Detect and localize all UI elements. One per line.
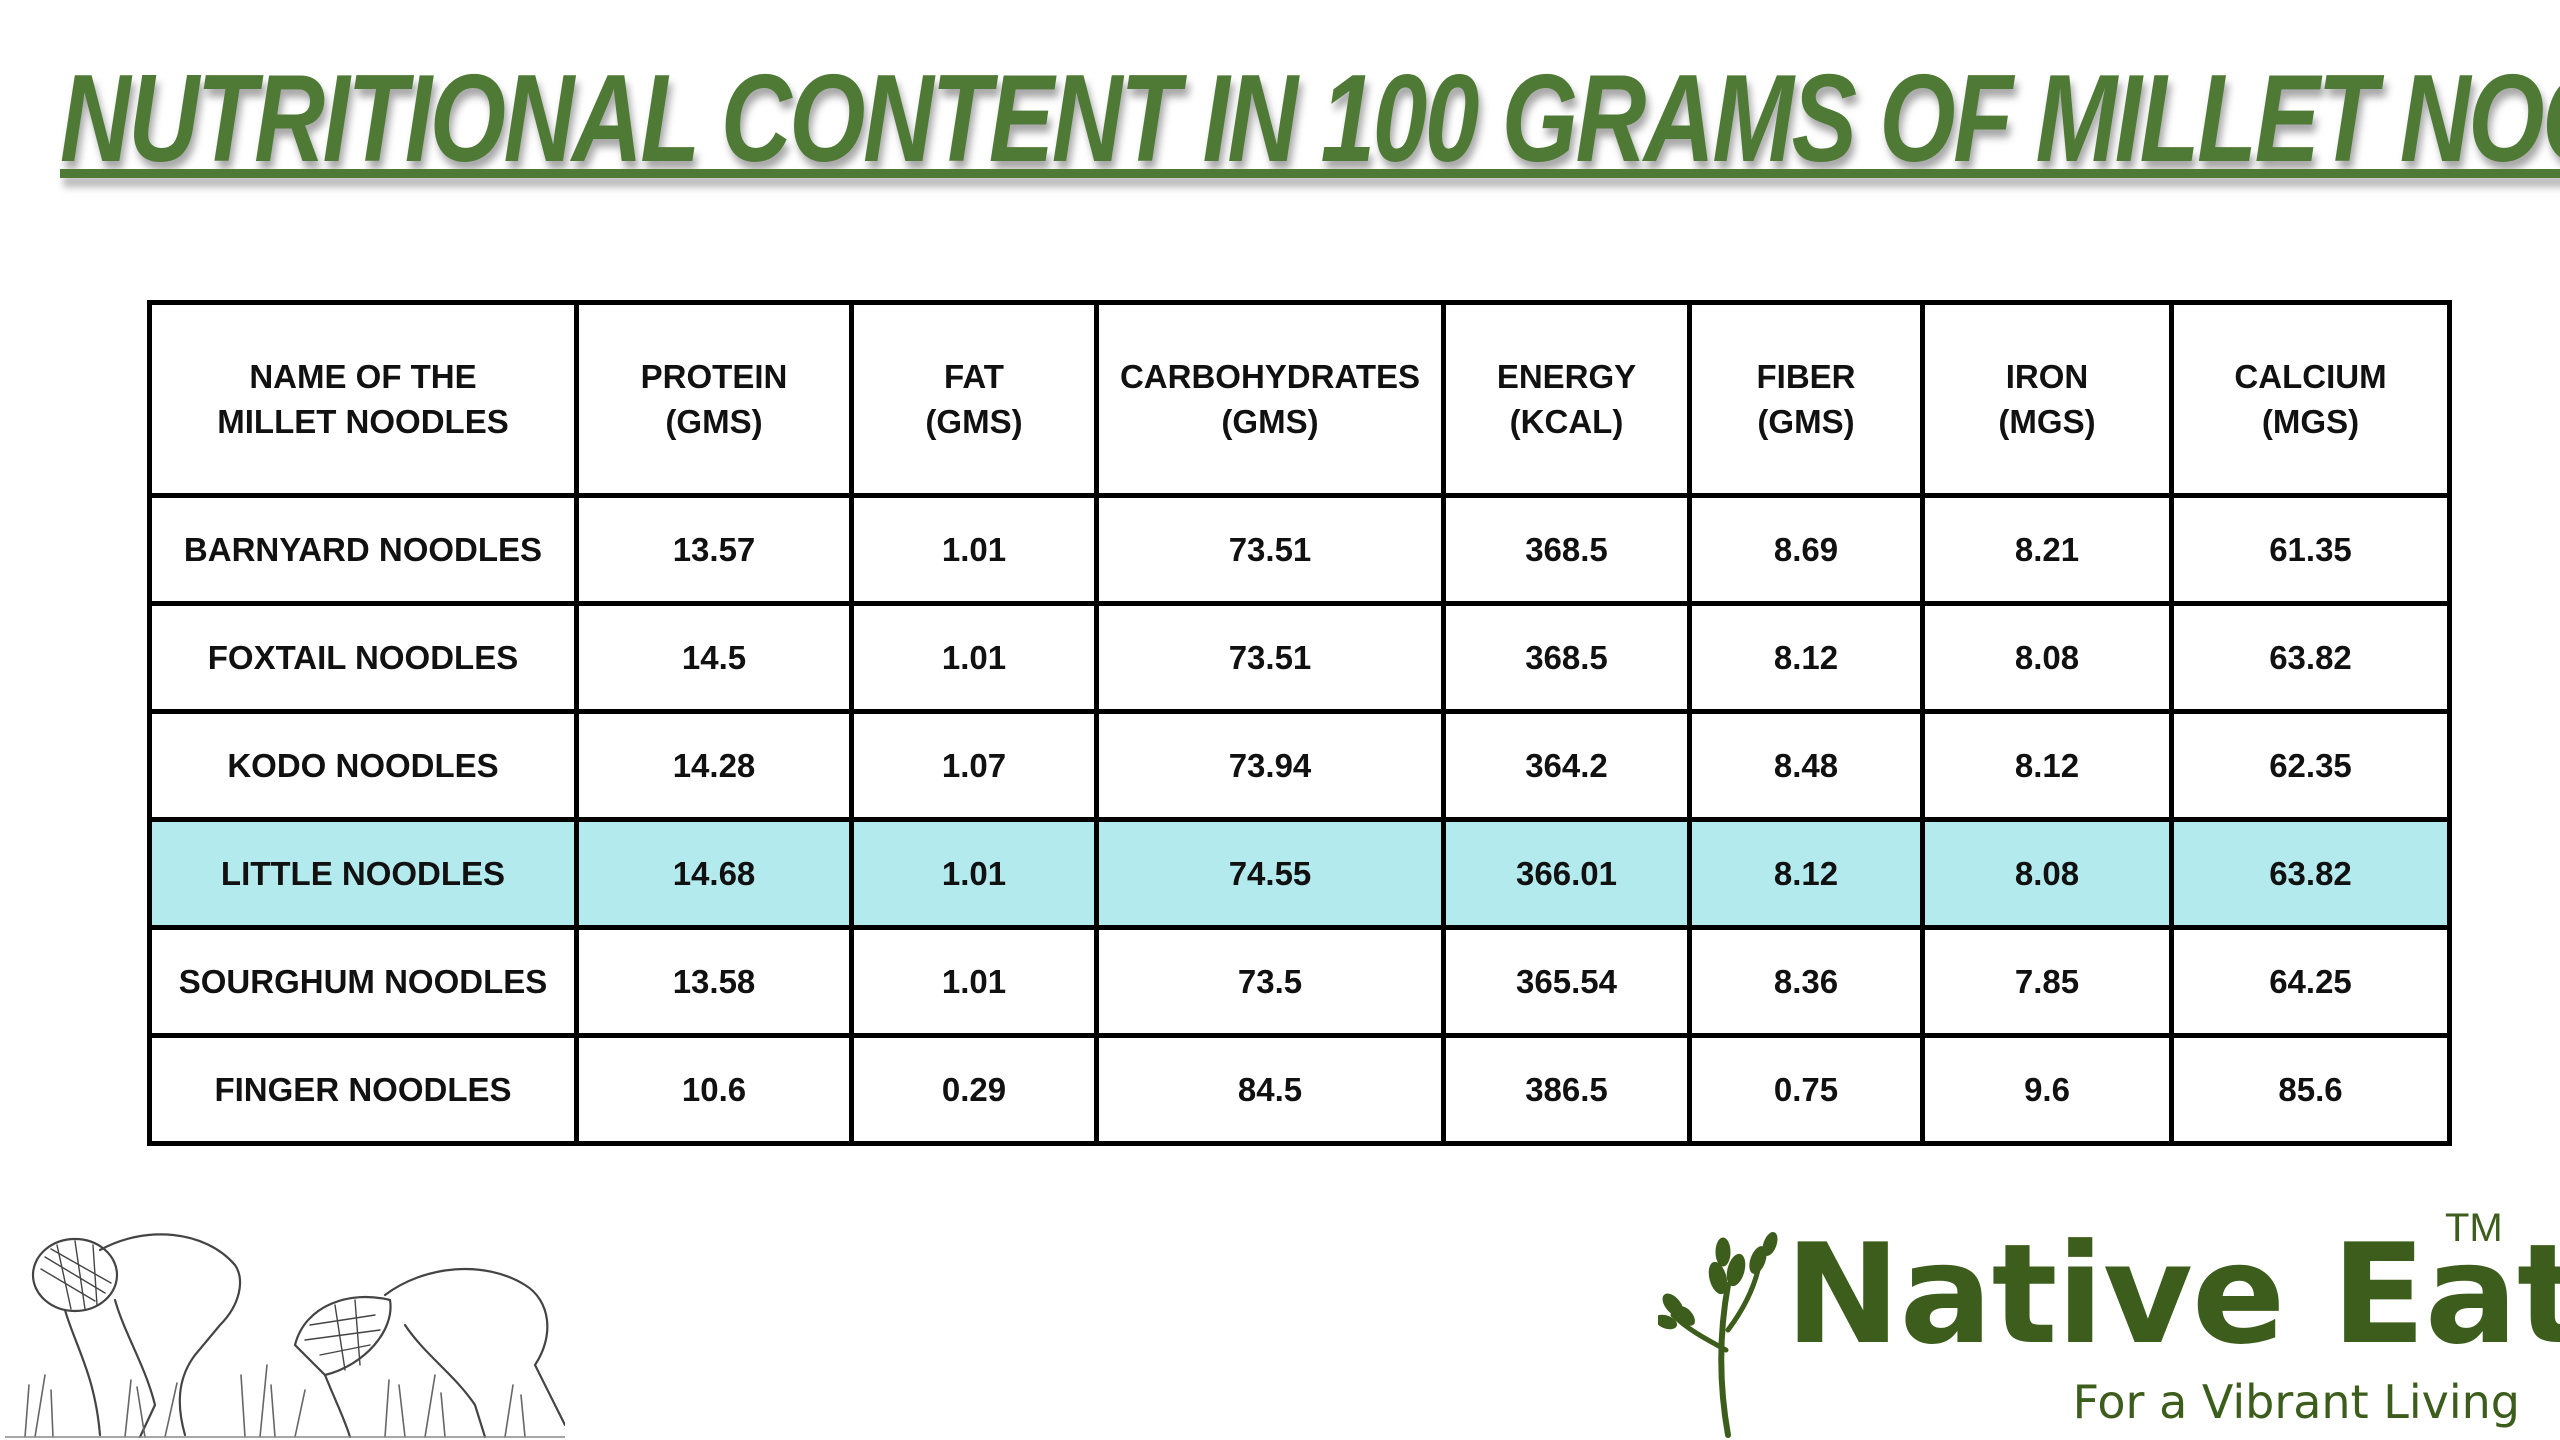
cell-protein: 14.5: [574, 601, 854, 714]
cell-iron: 8.21: [1920, 493, 2174, 606]
cell-name: FOXTAIL NOODLES: [147, 601, 579, 714]
cell-carbohydrates: 73.94: [1094, 709, 1446, 822]
table-row: BARNYARD NOODLES 13.57 1.01 73.51 368.5 …: [147, 493, 2452, 606]
cell-fiber: 8.12: [1687, 601, 1925, 714]
cell-iron: 8.08: [1920, 817, 2174, 930]
cell-carbohydrates: 73.51: [1094, 493, 1446, 606]
table-header-row: NAME OF THE MILLET NOODLES PROTEIN (GMS)…: [147, 300, 2452, 498]
cell-calcium: 62.35: [2169, 709, 2452, 822]
cell-iron: 8.08: [1920, 601, 2174, 714]
header-name: NAME OF THE MILLET NOODLES: [147, 300, 579, 498]
cell-energy: 365.54: [1441, 925, 1692, 1038]
cell-fat: 1.07: [849, 709, 1099, 822]
cell-name: BARNYARD NOODLES: [147, 493, 579, 606]
cell-protein: 13.58: [574, 925, 854, 1038]
header-fat: FAT (GMS): [849, 300, 1099, 498]
cell-calcium: 64.25: [2169, 925, 2452, 1038]
cell-fat: 1.01: [849, 601, 1099, 714]
cell-fat: 0.29: [849, 1033, 1099, 1146]
cell-protein: 10.6: [574, 1033, 854, 1146]
cell-protein: 13.57: [574, 493, 854, 606]
cell-calcium: 85.6: [2169, 1033, 2452, 1146]
cell-calcium: 63.82: [2169, 601, 2452, 714]
table-row: SOURGHUM NOODLES 13.58 1.01 73.5 365.54 …: [147, 925, 2452, 1038]
cell-fat: 1.01: [849, 493, 1099, 606]
cell-fat: 1.01: [849, 925, 1099, 1038]
nutrition-table: NAME OF THE MILLET NOODLES PROTEIN (GMS)…: [147, 300, 2452, 1146]
table-row: FOXTAIL NOODLES 14.5 1.01 73.51 368.5 8.…: [147, 601, 2452, 714]
brand-name: Native Eats: [1785, 1214, 2560, 1375]
cell-fiber: 0.75: [1687, 1033, 1925, 1146]
cell-fat: 1.01: [849, 817, 1099, 930]
cell-protein: 14.68: [574, 817, 854, 930]
cell-fiber: 8.12: [1687, 817, 1925, 930]
native-eats-logo: Native Eats TM For a Vibrant Living: [1650, 1200, 2560, 1440]
table-row-highlighted: LITTLE NOODLES 14.68 1.01 74.55 366.01 8…: [147, 817, 2452, 930]
page-title: NUTRITIONAL CONTENT IN 100 GRAMS OF MILL…: [60, 50, 2560, 188]
nutrition-table-container: NAME OF THE MILLET NOODLES PROTEIN (GMS)…: [147, 300, 2452, 1146]
cell-fiber: 8.69: [1687, 493, 1925, 606]
header-energy: ENERGY (KCAL): [1441, 300, 1692, 498]
cell-iron: 7.85: [1920, 925, 2174, 1038]
cell-name: FINGER NOODLES: [147, 1033, 579, 1146]
cell-energy: 368.5: [1441, 493, 1692, 606]
cell-carbohydrates: 74.55: [1094, 817, 1446, 930]
cell-iron: 8.12: [1920, 709, 2174, 822]
cell-carbohydrates: 73.51: [1094, 601, 1446, 714]
table-row: KODO NOODLES 14.28 1.07 73.94 364.2 8.48…: [147, 709, 2452, 822]
cell-iron: 9.6: [1920, 1033, 2174, 1146]
header-carbohydrates: CARBOHYDRATES (GMS): [1094, 300, 1446, 498]
cell-name: SOURGHUM NOODLES: [147, 925, 579, 1038]
cell-name: LITTLE NOODLES: [147, 817, 579, 930]
cell-fiber: 8.36: [1687, 925, 1925, 1038]
millet-stalk-icon: [1658, 1232, 1778, 1438]
cell-carbohydrates: 73.5: [1094, 925, 1446, 1038]
header-protein: PROTEIN (GMS): [574, 300, 854, 498]
cell-energy: 386.5: [1441, 1033, 1692, 1146]
farmers-harvesting-illustration: [5, 1233, 565, 1439]
brand-tagline: For a Vibrant Living: [2072, 1375, 2520, 1429]
cell-energy: 364.2: [1441, 709, 1692, 822]
cell-name: KODO NOODLES: [147, 709, 579, 822]
cell-calcium: 63.82: [2169, 817, 2452, 930]
cell-calcium: 61.35: [2169, 493, 2452, 606]
trademark-symbol: TM: [2445, 1206, 2503, 1250]
table-row: FINGER NOODLES 10.6 0.29 84.5 386.5 0.75…: [147, 1033, 2452, 1146]
header-calcium: CALCIUM (MGS): [2169, 300, 2452, 498]
header-fiber: FIBER (GMS): [1687, 300, 1925, 498]
cell-protein: 14.28: [574, 709, 854, 822]
header-iron: IRON (MGS): [1920, 300, 2174, 498]
cell-carbohydrates: 84.5: [1094, 1033, 1446, 1146]
cell-energy: 368.5: [1441, 601, 1692, 714]
cell-energy: 366.01: [1441, 817, 1692, 930]
cell-fiber: 8.48: [1687, 709, 1925, 822]
